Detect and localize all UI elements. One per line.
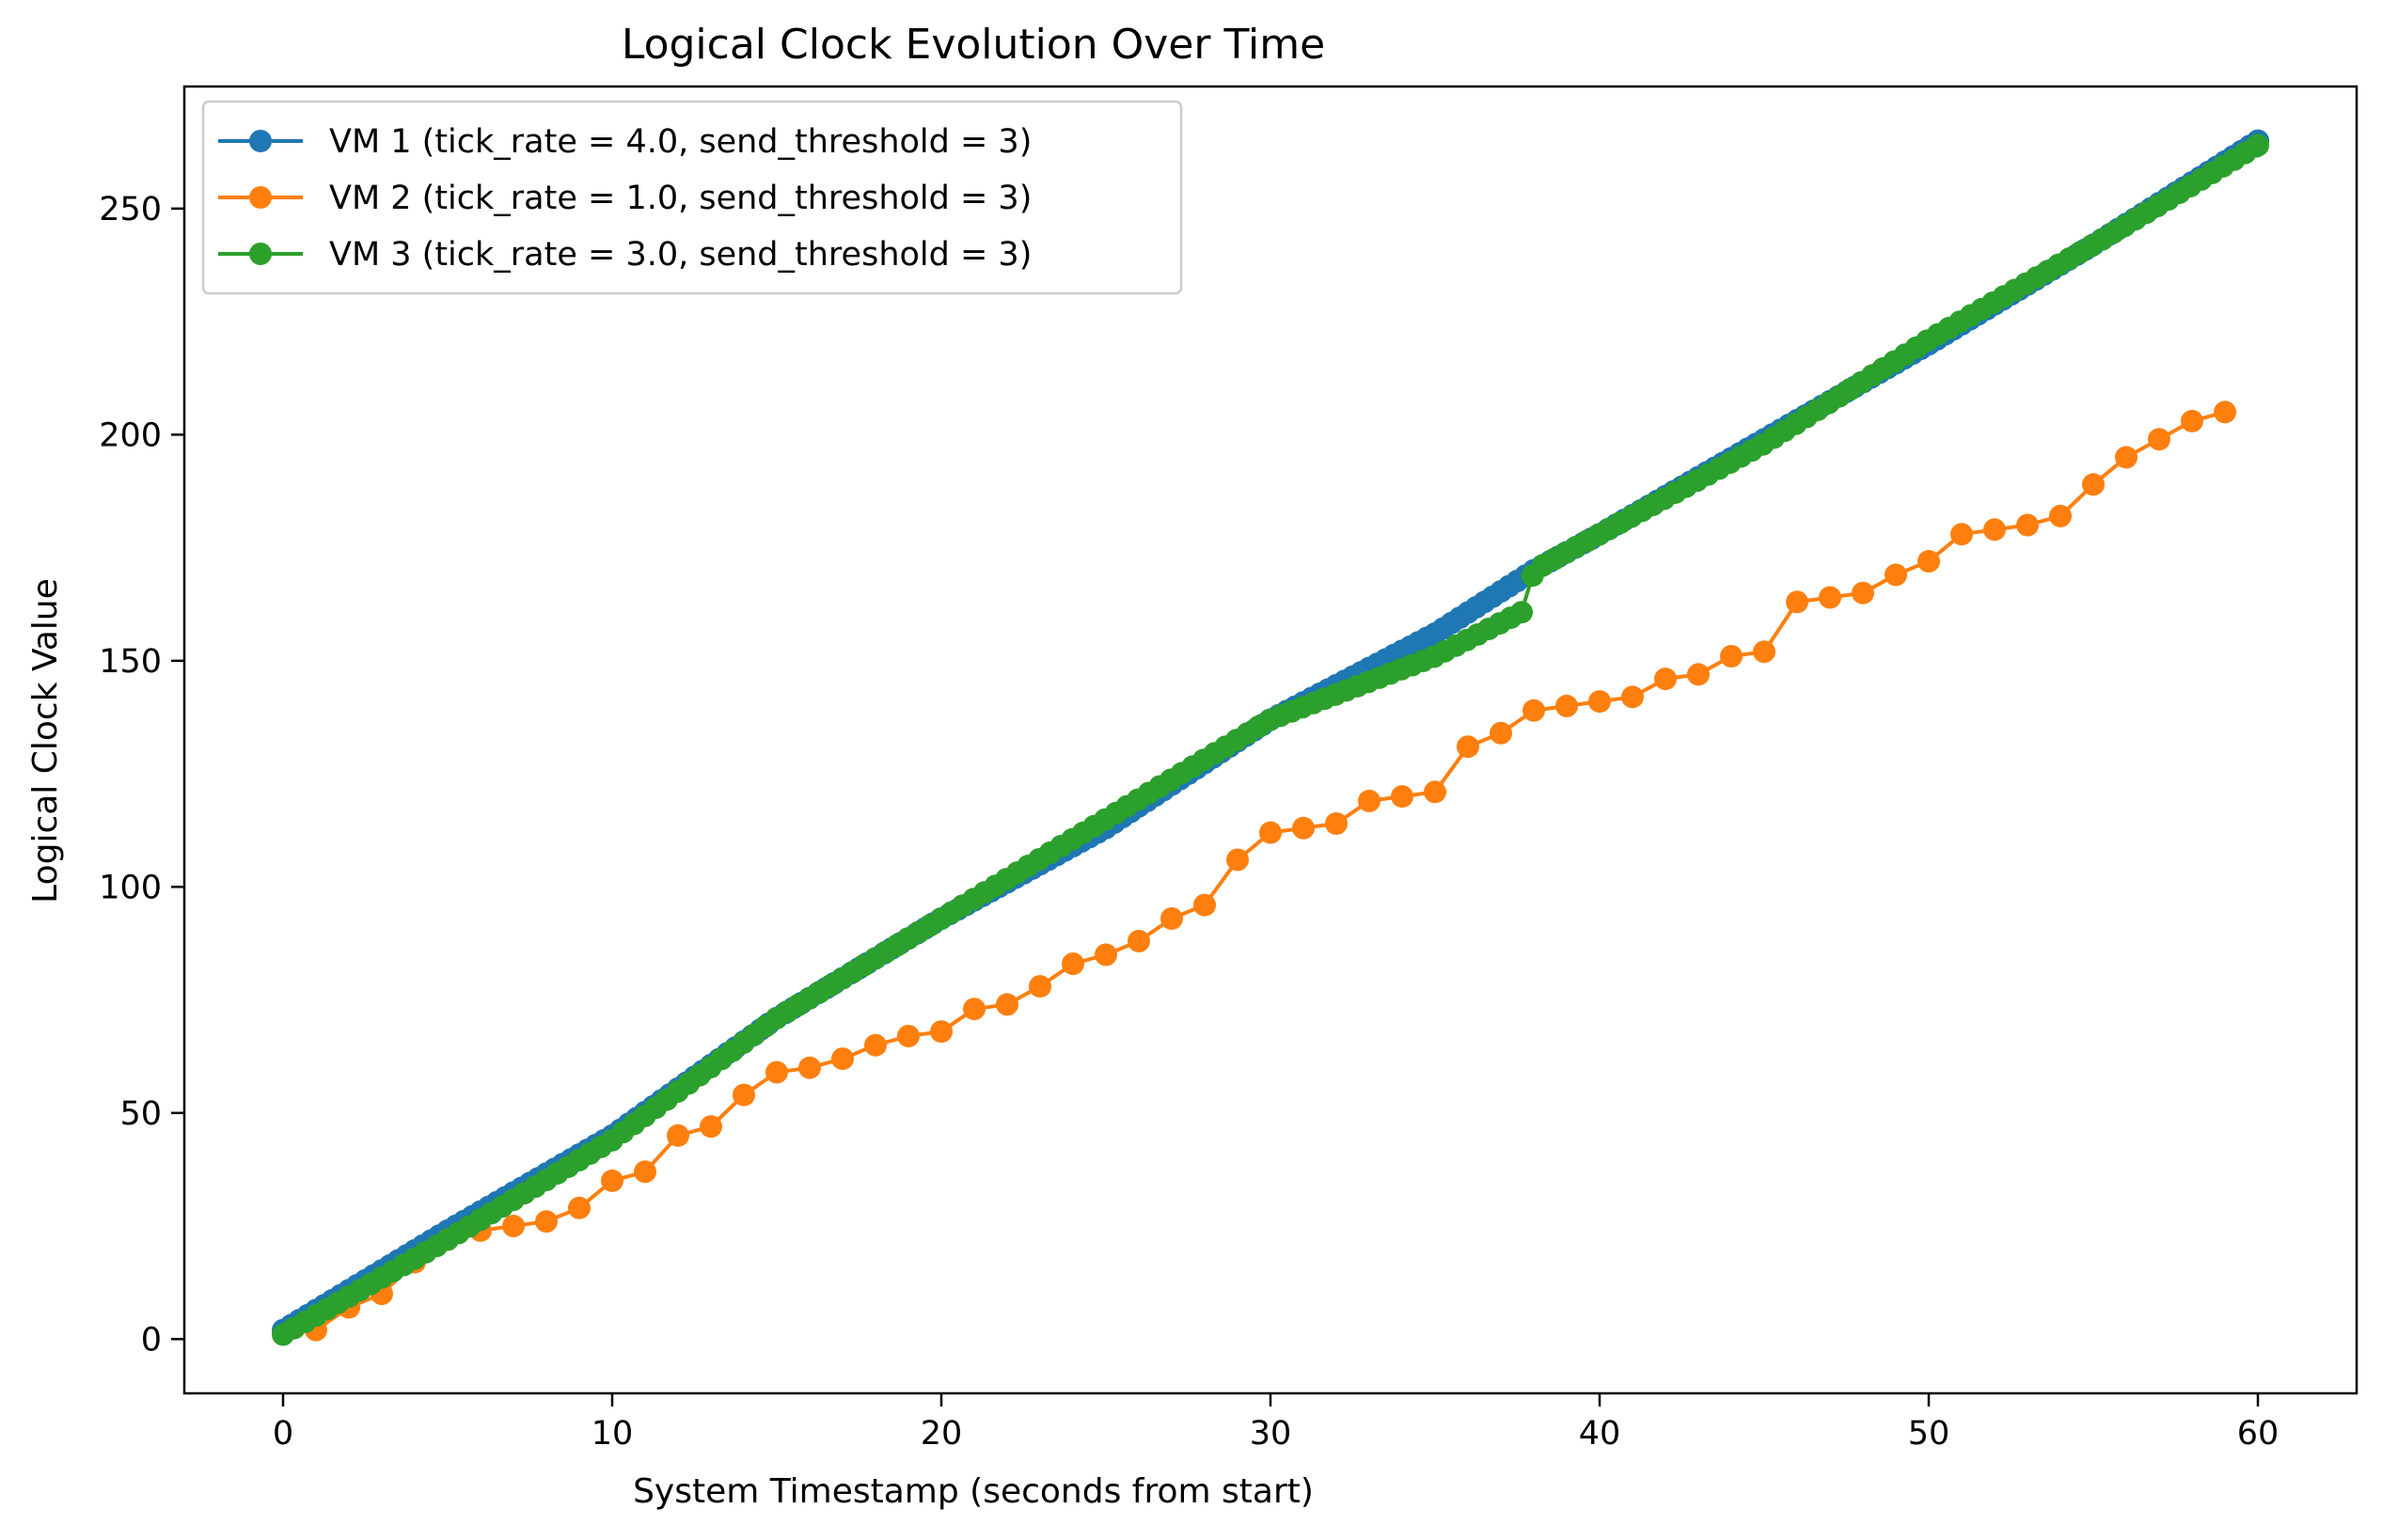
data-point (700, 1115, 722, 1139)
y-axis-label: Logical Clock Value (26, 578, 65, 904)
y-tick-label: 200 (99, 416, 162, 454)
data-point (1062, 952, 1084, 976)
x-axis-ticks: 0 10 20 30 40 50 60 (273, 1393, 2279, 1453)
y-tick-label: 150 (99, 643, 162, 681)
legend-item: VM 2 (tick_rate = 1.0, send_threshold = … (218, 180, 1032, 217)
data-point (667, 1124, 689, 1147)
data-point (963, 998, 986, 1021)
x-axis-label: System Timestamp (seconds from start) (633, 1472, 1314, 1511)
y-tick-label: 50 (119, 1095, 162, 1133)
y-axis-ticks: 0 50 100 150 200 250 (99, 191, 184, 1359)
data-point (568, 1196, 591, 1219)
data-point (1292, 816, 1315, 840)
x-tick-label: 20 (921, 1415, 963, 1453)
data-point (1819, 586, 1841, 609)
data-point (1259, 821, 1282, 844)
legend-label: VM 3 (tick_rate = 3.0, send_threshold = … (329, 236, 1032, 274)
data-point (897, 1025, 920, 1047)
x-tick-label: 50 (1908, 1415, 1950, 1453)
data-point (1457, 735, 1479, 759)
data-point (2049, 504, 2072, 527)
data-point (1128, 930, 1150, 952)
data-point (1621, 685, 1644, 709)
data-point (798, 1056, 821, 1079)
data-point (1654, 668, 1677, 691)
data-point (1950, 523, 1973, 546)
data-point (1753, 640, 1775, 664)
x-tick-label: 40 (1579, 1415, 1621, 1453)
data-point (634, 1160, 656, 1184)
data-point (1510, 601, 1533, 624)
data-point (1852, 581, 1874, 605)
data-point (1325, 812, 1348, 835)
data-point (1490, 721, 1512, 745)
data-point (1885, 563, 1907, 587)
y-tick-label: 0 (141, 1321, 162, 1359)
data-point (1095, 943, 1117, 966)
data-point (1160, 907, 1183, 930)
data-point (1687, 663, 1710, 686)
data-point (765, 1061, 788, 1084)
data-point (1193, 893, 1216, 917)
data-point (1555, 694, 1578, 717)
data-point (1424, 780, 1446, 804)
chart-legend: VM 1 (tick_rate = 4.0, send_threshold = … (201, 100, 1183, 295)
data-point (1391, 785, 1413, 809)
data-point (2214, 401, 2236, 424)
data-point (601, 1169, 623, 1192)
data-point (1917, 550, 1940, 573)
data-point (502, 1215, 525, 1237)
data-point (2148, 428, 2170, 451)
data-point (1720, 645, 1743, 668)
legend-item: VM 1 (tick_rate = 4.0, send_threshold = … (218, 123, 1032, 161)
data-point (1786, 590, 1808, 614)
y-tick-label: 250 (99, 191, 162, 228)
x-tick-label: 0 (273, 1415, 293, 1453)
data-point (2115, 446, 2138, 469)
plot-series-group (272, 129, 2269, 1346)
legend-label: VM 2 (tick_rate = 1.0, send_threshold = … (329, 180, 1032, 217)
data-point (1029, 975, 1051, 998)
legend-marker (249, 243, 272, 265)
legend-item: VM 3 (tick_rate = 3.0, send_threshold = … (218, 236, 1032, 274)
data-point (2082, 473, 2105, 496)
chart-title: Logical Clock Evolution Over Time (622, 21, 1325, 69)
x-tick-label: 60 (2237, 1415, 2280, 1453)
data-point (996, 993, 1018, 1016)
data-point (1588, 690, 1611, 714)
data-point (1983, 518, 2006, 542)
series-vm-3 (272, 134, 2269, 1346)
y-tick-label: 100 (99, 869, 162, 906)
data-point (930, 1020, 953, 1044)
data-point (535, 1210, 558, 1234)
legend-marker (249, 186, 272, 209)
data-point (1522, 699, 1545, 722)
data-point (2181, 409, 2203, 432)
data-point (1226, 848, 1249, 872)
data-point (2247, 134, 2269, 157)
legend-label: VM 1 (tick_rate = 4.0, send_threshold = … (329, 123, 1032, 161)
data-point (2016, 513, 2039, 537)
legend-frame (201, 100, 1183, 295)
x-tick-label: 10 (592, 1415, 634, 1453)
data-point (864, 1033, 887, 1057)
data-point (831, 1047, 854, 1071)
x-tick-label: 30 (1250, 1415, 1292, 1453)
data-point (1358, 789, 1380, 812)
legend-marker (249, 130, 272, 152)
data-point (733, 1083, 755, 1107)
